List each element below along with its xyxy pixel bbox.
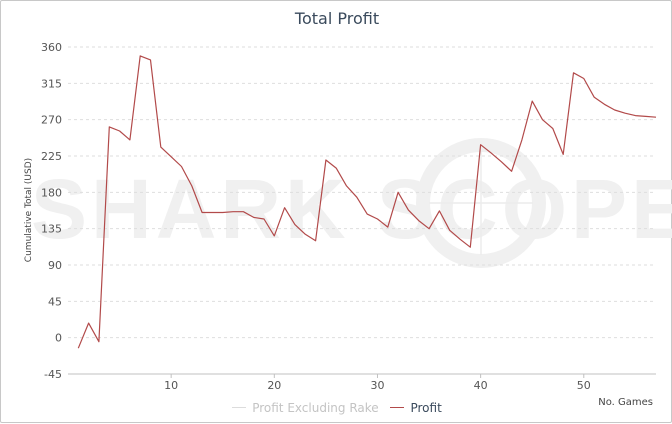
y-axis-label: Cumulative Total (USD) [24, 157, 34, 263]
y-tick-label: 315 [41, 77, 62, 90]
y-tick-label: 270 [41, 114, 62, 127]
y-tick-label: 180 [41, 186, 62, 199]
y-tick-label: -45 [44, 368, 62, 381]
legend-item-profit[interactable]: Profit [390, 400, 442, 415]
legend-line-icon [232, 407, 247, 408]
legend-label: Profit Excluding Rake [252, 400, 379, 415]
y-tick-label: 360 [41, 41, 62, 54]
y-tick-label: 90 [48, 259, 62, 272]
y-tick-label: 225 [41, 150, 62, 163]
y-tick-label: 45 [48, 295, 62, 308]
series-line-profit [77, 55, 657, 349]
legend-item-profit-excluding-rake[interactable]: Profit Excluding Rake [232, 400, 379, 415]
x-tick-label: 40 [474, 379, 488, 392]
y-tick-label: 0 [55, 332, 62, 345]
x-tick-label: 30 [370, 379, 384, 392]
chart-title: Total Profit [294, 9, 380, 28]
x-tick-label: 10 [164, 379, 178, 392]
x-axis-label: No. Games [598, 397, 653, 408]
x-tick-label: 20 [267, 379, 281, 392]
legend: Profit Excluding Rake Profit [1, 397, 672, 415]
x-tick-label: 50 [577, 379, 591, 392]
y-tick-label: 135 [41, 223, 62, 236]
legend-label: Profit [410, 400, 442, 415]
legend-line-icon [390, 407, 405, 408]
